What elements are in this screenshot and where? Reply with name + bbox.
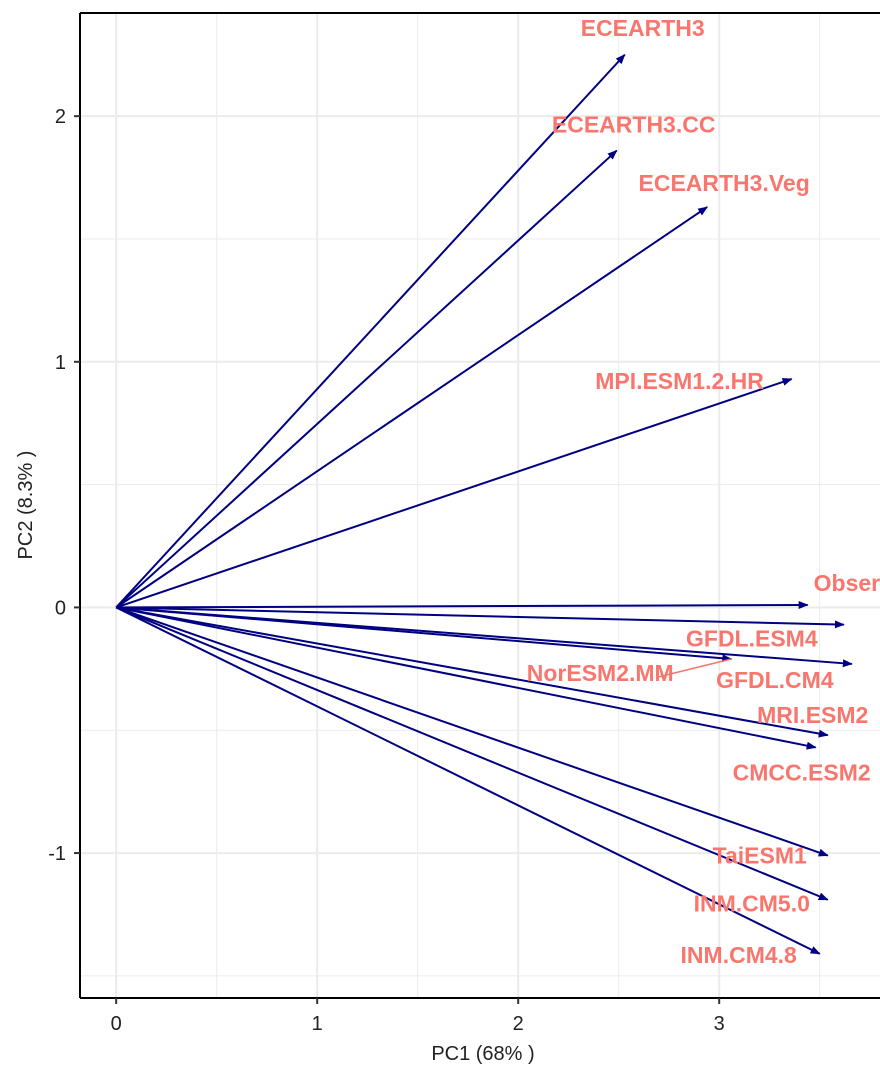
- loading-arrow: [116, 601, 809, 610]
- loading-arrow: [115, 378, 793, 609]
- panel-background: [80, 13, 880, 998]
- vector-label: INM.CM5.0: [694, 891, 810, 917]
- y-tick-label: 0: [55, 597, 66, 619]
- loading-arrow: [115, 606, 821, 955]
- vector-label: ECEARTH3.Veg: [639, 170, 810, 196]
- vector-label: ECEARTH3.CC: [552, 112, 716, 138]
- vector-label: Observed: [814, 570, 880, 596]
- loading-arrow: [115, 606, 829, 901]
- loading-arrow: [116, 606, 829, 738]
- y-tick-label: 2: [55, 106, 66, 128]
- x-tick-label: 0: [111, 1013, 122, 1035]
- loading-arrow: [115, 206, 708, 609]
- vector-label: NorESM2.MM: [527, 660, 674, 686]
- vector-label: ECEARTH3: [581, 15, 705, 41]
- label-leader-line: [658, 658, 732, 678]
- y-tick-label: -1: [48, 843, 66, 865]
- y-tick-label: 1: [55, 352, 66, 374]
- grid: [80, 13, 880, 998]
- vector-label: TaiESM1: [713, 843, 807, 869]
- loading-arrow: [116, 606, 845, 629]
- x-tick-label: 2: [513, 1013, 524, 1035]
- loading-arrow: [115, 149, 618, 609]
- x-tick-label: 1: [312, 1013, 323, 1035]
- x-tick-label: 3: [714, 1013, 725, 1035]
- vector-labels: ECEARTH3 ECEARTH3.CC ECEARTH3.Veg MPI.ESM1.…: [527, 15, 880, 968]
- loading-arrow: [116, 606, 733, 663]
- loading-arrow: [115, 54, 626, 609]
- vector-label: MPI.ESM1.2.HR: [595, 368, 764, 394]
- x-axis-title: PC1 (68% ): [431, 1043, 534, 1065]
- vector-label: CMCC.ESM2: [733, 759, 871, 785]
- vector-label: GFDL.CM4: [716, 667, 834, 693]
- loading-arrow: [115, 606, 817, 750]
- vector-label: MRI.ESM2: [757, 702, 868, 728]
- loading-arrows: [115, 54, 853, 955]
- vector-label: INM.CM4.8: [681, 942, 798, 968]
- axes: [79, 12, 880, 999]
- loading-arrow: [115, 606, 829, 857]
- ticks: 0 1 2 3 -1 0 1 2: [48, 106, 725, 1035]
- vector-label: GFDL.ESM4: [686, 626, 818, 652]
- y-axis-title: PC2 (8.3% ): [15, 451, 37, 560]
